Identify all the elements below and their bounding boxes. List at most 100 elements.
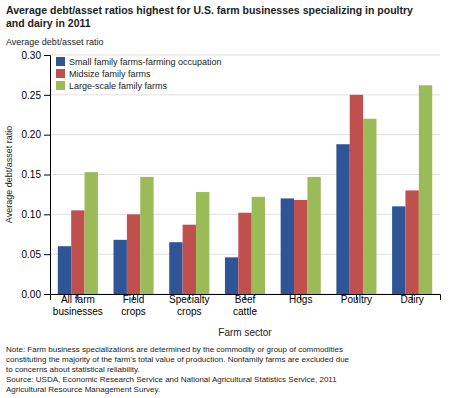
title-line: and dairy in 2011 (6, 17, 91, 29)
x-tick-label-line: crops (121, 306, 145, 317)
x-tick: Specialtycrops (169, 294, 210, 317)
note-line: Note: Farm business specializations are … (6, 345, 343, 354)
y-tick-mark (44, 294, 50, 295)
x-tick-label: Beefcattle (233, 294, 257, 317)
bar (225, 257, 238, 294)
y-axis-title: Average debt/asset ratio (4, 126, 14, 223)
grid-line (50, 94, 440, 95)
grid-line (50, 55, 440, 56)
note: Note: Farm business specializations are … (6, 345, 350, 394)
note-line: Agricultural Resource Management Survey. (6, 385, 160, 394)
y-tick-label: 0.30 (22, 50, 42, 61)
x-tick-label-line: cattle (233, 306, 257, 317)
x-axis: All farmbusinessesFieldcropsSpecialtycro… (51, 294, 441, 317)
note-line: Source: USDA, Economic Research Service … (6, 375, 337, 384)
x-tick: Beefcattle (233, 294, 257, 317)
title: Average debt/asset ratios highest for U.… (6, 4, 413, 29)
note-line: to concerns about statistical reliabilit… (6, 365, 140, 374)
y-tick: 0.20 (22, 129, 50, 140)
y-tick-mark (44, 135, 50, 136)
legend: Small family farms-farming occupation Mid… (56, 57, 222, 91)
legend-item: Large-scale family farms (56, 81, 168, 91)
y-tick-label: 0.20 (22, 129, 42, 140)
x-tick-label: Fieldcrops (121, 294, 145, 317)
bar (307, 177, 320, 294)
y-tick-mark (44, 254, 50, 255)
y-tick-mark (44, 214, 50, 215)
x-tick-label-line: Beef (235, 294, 256, 305)
bar (336, 144, 349, 294)
x-tick: Poultry (341, 294, 372, 305)
x-tick-label: Specialtycrops (169, 294, 210, 317)
y-axis: 0.00 0.05 0.10 0.15 0.20 0.25 0.30 (22, 50, 51, 300)
y-tick-label: 0.15 (22, 169, 42, 180)
grid-line (50, 134, 440, 135)
legend-swatch (56, 81, 65, 90)
legend-item: Midsize family farms (56, 69, 151, 79)
legend-swatch (56, 69, 65, 78)
grid (50, 55, 440, 294)
y-tick: 0.05 (22, 249, 50, 260)
x-tick: All farmbusinesses (53, 294, 103, 317)
bar (281, 198, 294, 294)
legend-label: Small family farms-farming occupation (69, 57, 222, 67)
y-tick-label: 0.05 (22, 249, 42, 260)
x-tick-label-line: Poultry (341, 294, 372, 305)
bar (294, 200, 307, 294)
y-tick-mark (44, 175, 50, 176)
y-tick-label: 0.10 (22, 209, 42, 220)
bar (71, 210, 84, 294)
bar (85, 172, 98, 294)
x-tick-label: All farmbusinesses (53, 294, 103, 317)
bar (58, 246, 71, 294)
x-tick: Fieldcrops (121, 294, 145, 317)
series (85, 85, 433, 294)
legend-label: Large-scale family farms (69, 81, 168, 91)
bar (114, 240, 127, 294)
x-tick-label-line: Specialty (169, 294, 210, 305)
x-tick: Hogs (289, 294, 312, 305)
series (71, 95, 419, 294)
y-tick-mark (44, 55, 50, 56)
bar (405, 190, 418, 294)
x-tick-label-line: Dairy (400, 294, 423, 305)
y-tick-mark (44, 95, 50, 96)
bar (196, 192, 209, 294)
y-tick: 0.10 (22, 209, 50, 220)
bar (419, 85, 432, 294)
y-tick-label: 0.00 (22, 289, 42, 300)
x-tick: Dairy (400, 294, 423, 305)
y-tick: 0.30 (22, 50, 50, 61)
y-tick: 0.25 (22, 90, 50, 101)
ylabel-top: Average debt/asset ratio (6, 37, 103, 47)
bar (127, 214, 140, 294)
note-line: constituting the majority of the farm's … (6, 355, 350, 364)
y-tick: 0.15 (22, 169, 50, 180)
y-tick-label: 0.25 (22, 90, 42, 101)
bars (58, 85, 432, 294)
x-tick-label-line: crops (177, 306, 201, 317)
x-tick-label: Dairy (400, 294, 423, 305)
legend-label: Midsize family farms (69, 69, 151, 79)
x-tick-label-line: All farm (61, 294, 95, 305)
bar (169, 242, 182, 294)
legend-item: Small family farms-farming occupation (56, 57, 222, 67)
x-axis-title: Farm sector (218, 327, 272, 338)
x-tick-label: Hogs (289, 294, 312, 305)
x-tick-label-line: Hogs (289, 294, 312, 305)
x-tick-label: Poultry (341, 294, 372, 305)
x-tick-label-line: businesses (53, 306, 103, 317)
bar (392, 206, 405, 294)
y-tick: 0.00 (22, 289, 50, 300)
bar (363, 119, 376, 294)
bar (238, 213, 251, 294)
bar (350, 95, 363, 294)
title-line: Average debt/asset ratios highest for U.… (6, 4, 413, 16)
bar (140, 177, 153, 294)
y-axis-line (44, 56, 51, 295)
legend-swatch (56, 57, 65, 66)
bar (252, 197, 265, 294)
bar (183, 225, 196, 294)
x-tick-label-line: Field (123, 294, 145, 305)
grid-line (50, 174, 440, 175)
